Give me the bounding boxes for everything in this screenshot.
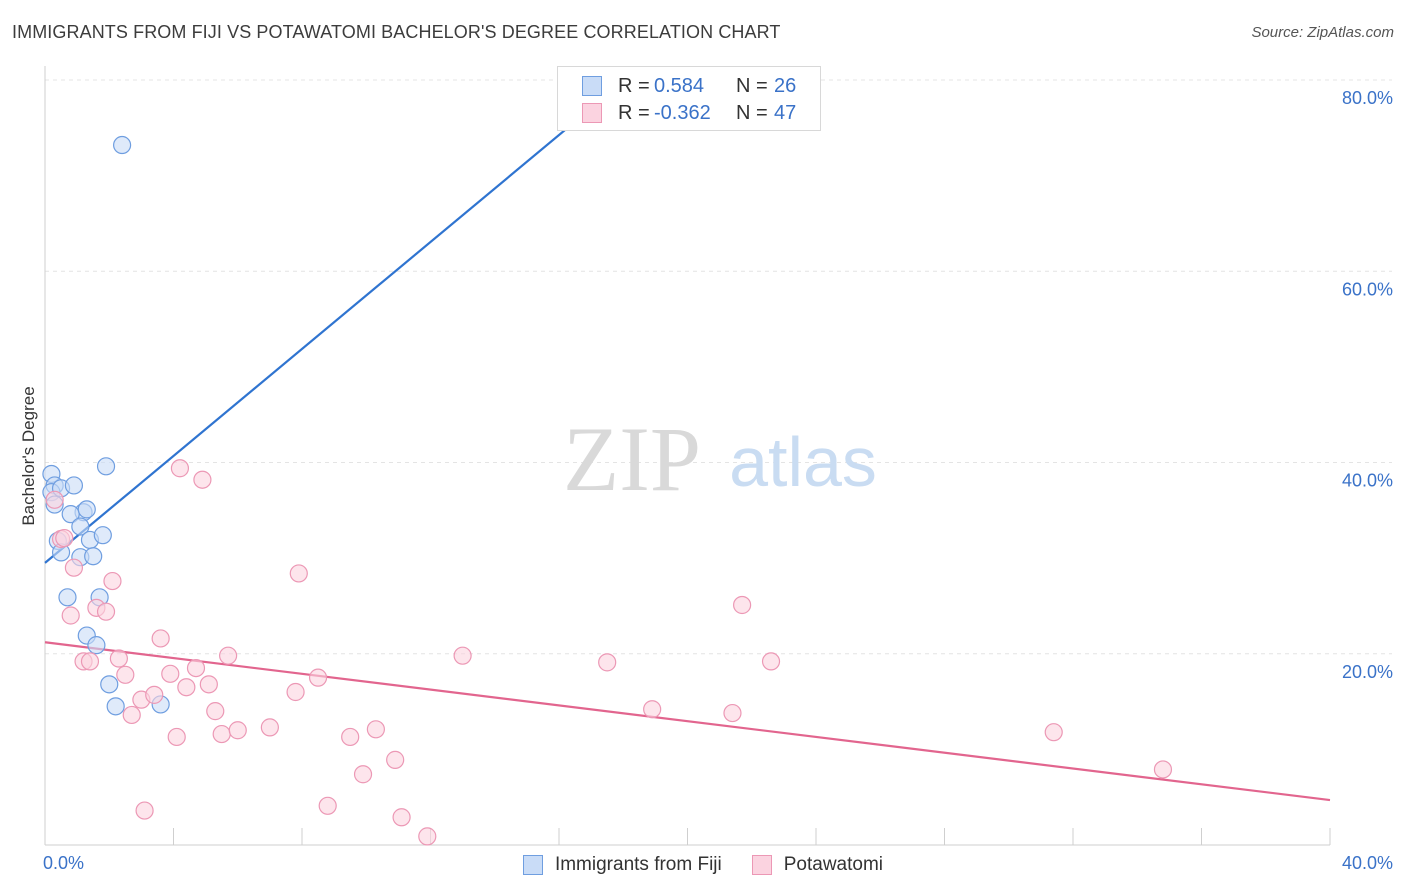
data-point-potawatomi [386, 750, 405, 769]
data-point-potawatomi [193, 470, 212, 489]
data-point-potawatomi [260, 718, 279, 737]
data-point-fiji [106, 697, 125, 716]
data-point-potawatomi [308, 668, 328, 687]
data-point-potawatomi [177, 678, 196, 697]
data-point-potawatomi [170, 459, 190, 478]
data-point-potawatomi [453, 646, 472, 665]
data-point-potawatomi [116, 665, 135, 684]
data-point-fiji [71, 517, 90, 536]
data-point-potawatomi [80, 652, 100, 671]
data-point-fiji [64, 476, 84, 495]
trend-line-potawatomi [44, 641, 1331, 802]
legend-item-fiji[interactable]: Immigrants from Fiji [522, 854, 722, 876]
tick-labels: 20.0% 40.0% 60.0% 80.0% 0.0% 40.0% [43, 88, 1393, 873]
trend-line-fiji [44, 75, 631, 564]
data-point-potawatomi [723, 703, 742, 723]
data-point-potawatomi [598, 653, 617, 672]
y-tick-label: 20.0% [1342, 662, 1393, 682]
data-point-fiji [58, 588, 77, 607]
data-point-potawatomi [145, 685, 164, 704]
data-point-potawatomi [341, 727, 360, 747]
data-point-potawatomi [219, 646, 238, 665]
r-label: R = [618, 74, 650, 97]
data-point-potawatomi [228, 721, 247, 740]
potawatomi-swatch [582, 103, 602, 123]
data-point-potawatomi [206, 702, 225, 721]
data-point-potawatomi [733, 595, 752, 615]
data-point-potawatomi [392, 808, 411, 827]
data-point-potawatomi [212, 724, 231, 744]
n-label: N = [736, 74, 768, 97]
legend-label: Potawatomi [783, 854, 884, 875]
data-point-potawatomi [45, 490, 64, 509]
r-label: R = [618, 101, 650, 124]
data-point-potawatomi [186, 658, 206, 678]
trend-lines [44, 75, 1331, 802]
data-point-fiji [93, 526, 112, 545]
chart-title: IMMIGRANTS FROM FIJI VS POTAWATOMI BACHE… [12, 22, 781, 42]
y-axis-label: Bachelor's Degree [19, 386, 38, 525]
fiji-swatch [522, 855, 543, 875]
axes [44, 66, 1331, 846]
data-point-potawatomi [167, 727, 186, 747]
data-point-potawatomi [61, 606, 80, 625]
data-point-potawatomi [161, 664, 180, 683]
data-point-potawatomi [103, 571, 122, 591]
y-tick-label: 80.0% [1342, 88, 1393, 108]
potawatomi-swatch [751, 855, 772, 875]
data-point-potawatomi [199, 675, 218, 694]
data-point-potawatomi [1153, 760, 1173, 779]
legend-row-fiji: R = 0.584 N = 26 [558, 73, 796, 99]
data-point-fiji [84, 547, 103, 566]
data-point-potawatomi [55, 528, 74, 548]
fiji-swatch [582, 76, 602, 96]
y-tick-label: 40.0% [1342, 471, 1393, 491]
data-point-potawatomi [109, 649, 128, 668]
data-point-potawatomi [64, 558, 84, 577]
data-point-fiji [100, 675, 119, 694]
data-point-potawatomi [418, 827, 437, 846]
watermark-zip: ZIP [563, 408, 701, 510]
data-point-potawatomi [318, 796, 337, 815]
watermark-atlas: atlas [729, 423, 877, 501]
legend-row-potawatomi: R = -0.362 N = 47 [558, 100, 796, 126]
legend-item-potawatomi[interactable]: Potawatomi [751, 854, 884, 876]
data-point-potawatomi [96, 602, 116, 621]
correlation-legend: R = 0.584 N = 26 R = -0.362 N = 47 [557, 66, 821, 131]
n-label: N = [736, 101, 768, 124]
watermark: ZIP atlas [563, 408, 877, 510]
series-legend: Immigrants from Fiji Potawatomi [0, 852, 1406, 878]
data-point-potawatomi [135, 801, 154, 820]
data-point-fiji [87, 636, 106, 655]
gridlines [45, 79, 1392, 655]
source-label: Source: ZipAtlas.com [1251, 24, 1394, 41]
data-point-potawatomi [289, 564, 308, 583]
x-tick-label: 40.0% [1342, 853, 1393, 873]
x-tick-label: 0.0% [43, 853, 84, 873]
data-point-potawatomi [761, 652, 781, 671]
data-point-potawatomi [366, 720, 385, 739]
data-point-potawatomi [151, 629, 170, 648]
r-value: -0.362 [654, 101, 711, 124]
n-value: 26 [774, 74, 797, 97]
legend-label: Immigrants from Fiji [554, 854, 722, 875]
r-value: 0.584 [654, 74, 705, 97]
data-point-potawatomi [286, 682, 305, 702]
data-point-potawatomi [353, 765, 373, 784]
y-tick-label: 60.0% [1342, 279, 1393, 299]
data-point-fiji [96, 457, 116, 476]
n-value: 47 [774, 101, 797, 124]
data-point-potawatomi [643, 700, 662, 719]
data-points [42, 69, 1173, 846]
data-point-fiji [77, 500, 96, 519]
data-point-potawatomi [122, 705, 141, 725]
data-point-potawatomi [1044, 723, 1063, 742]
data-point-fiji [112, 135, 132, 155]
